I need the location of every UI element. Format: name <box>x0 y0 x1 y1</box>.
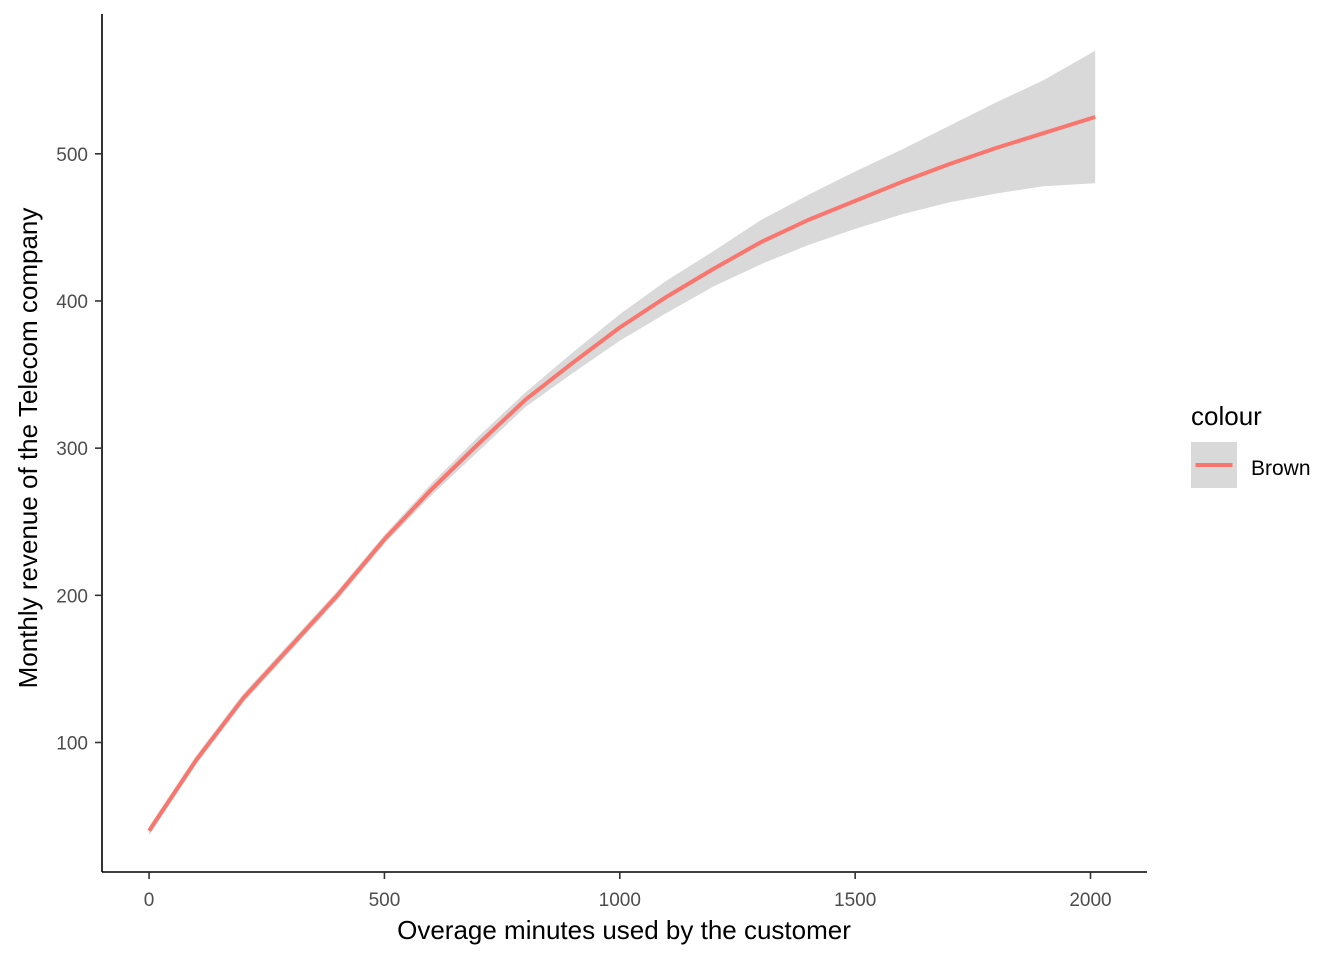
x-tick-label: 500 <box>369 890 401 911</box>
x-axis-title: Overage minutes used by the customer <box>397 915 851 945</box>
y-axis-title: Monthly revenue of the Telecom company <box>13 208 43 689</box>
x-tick-label: 1500 <box>834 890 876 911</box>
series-line-brown <box>147 115 1096 832</box>
legend-label-brown: Brown <box>1251 457 1311 480</box>
y-tick-label: 100 <box>56 733 88 754</box>
plot-area <box>147 50 1096 836</box>
x-axis-ticks: 0 500 1000 1500 2000 <box>144 872 1112 911</box>
y-axis-ticks: 100 200 300 400 500 <box>56 145 102 754</box>
x-tick-label: 2000 <box>1069 890 1111 911</box>
y-tick-label: 200 <box>56 586 88 607</box>
x-tick-label: 1000 <box>599 890 641 911</box>
x-tick-label: 0 <box>144 890 155 911</box>
y-tick-label: 500 <box>56 145 88 166</box>
confidence-band <box>149 50 1096 836</box>
y-tick-label: 300 <box>56 439 88 460</box>
y-tick-label: 400 <box>56 292 88 313</box>
legend-title: colour <box>1191 401 1262 431</box>
legend: colour Brown <box>1191 401 1311 488</box>
